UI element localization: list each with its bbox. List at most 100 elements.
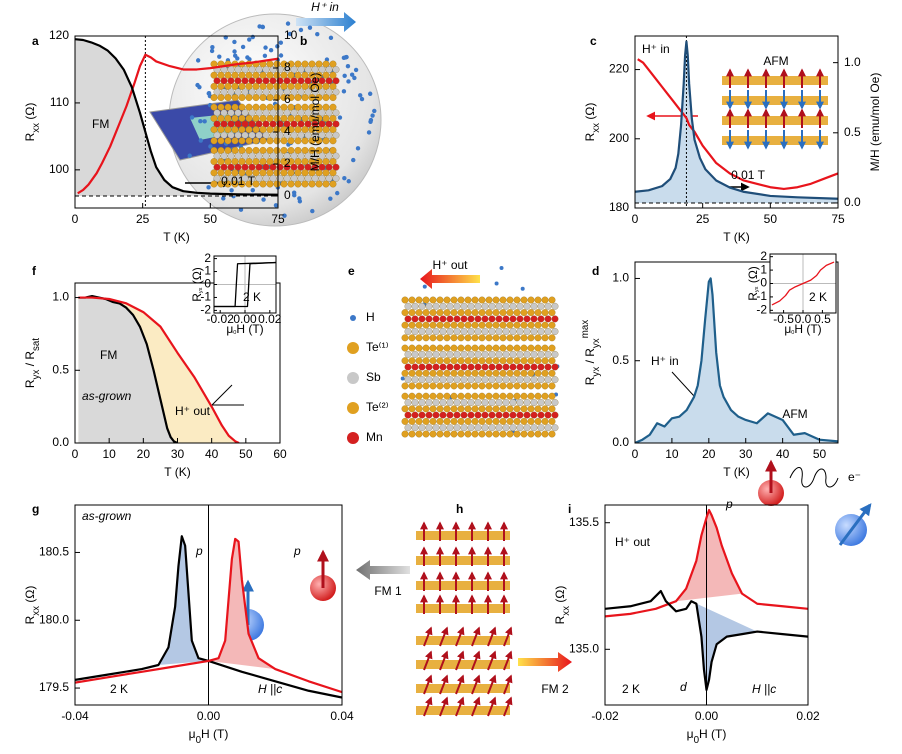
atom [432, 411, 440, 419]
atom [464, 344, 472, 352]
atom [551, 350, 559, 358]
atom [513, 430, 521, 438]
atom [408, 344, 416, 352]
atom [329, 169, 337, 177]
atom [290, 77, 298, 85]
atom [457, 344, 465, 352]
hydrogen [400, 376, 405, 381]
atom [478, 334, 486, 342]
atom [485, 357, 493, 365]
hydrogen [247, 37, 252, 42]
x-tick-label: -0.5 [773, 312, 794, 326]
atom [548, 309, 556, 317]
atom [259, 126, 267, 134]
atom [506, 405, 514, 413]
atom [322, 169, 330, 177]
atom [453, 411, 461, 419]
atom [224, 71, 232, 79]
annotation: p [293, 544, 301, 558]
atom [443, 430, 451, 438]
atom [436, 405, 444, 413]
plot-area [214, 256, 276, 313]
atom [301, 82, 309, 90]
legend-swatch [347, 372, 359, 384]
atom [478, 296, 486, 304]
atom [418, 411, 426, 419]
y2-tick-label: 10 [284, 28, 298, 42]
atom [432, 302, 440, 310]
panel-letter: h [456, 502, 463, 516]
atom [210, 126, 218, 134]
legend-label: Mn [366, 430, 383, 444]
annotation: AFM [763, 54, 788, 68]
hydrogen [210, 45, 215, 50]
atom [259, 71, 267, 79]
atom [544, 302, 552, 310]
hydrogen [278, 53, 284, 58]
annotation: 0.01 T [221, 174, 255, 188]
atom [439, 315, 447, 323]
atom [551, 376, 559, 384]
y-tick-label: 1 [760, 262, 767, 276]
atom [499, 430, 507, 438]
atom [523, 424, 531, 432]
plot-area [75, 36, 278, 208]
atom [418, 399, 426, 406]
atom [429, 334, 437, 342]
annotation: H⁺ out [615, 535, 651, 549]
atom [481, 376, 489, 384]
atom [481, 424, 489, 432]
atom [325, 109, 333, 117]
atom [551, 315, 559, 323]
atom [224, 114, 232, 122]
atom [315, 146, 323, 154]
schematic-e: e H⁺ out H Te⁽¹⁾ Sb Te⁽²⁾ Mn [347, 258, 480, 444]
y-tick-label: 135.5 [569, 515, 599, 529]
atom [499, 382, 507, 390]
atom [429, 344, 437, 352]
atom [439, 411, 447, 419]
atom [513, 309, 521, 317]
atom [509, 399, 517, 406]
atom [259, 82, 267, 90]
atom [541, 334, 549, 342]
atom [530, 411, 538, 419]
atom [422, 357, 430, 365]
atom [537, 399, 545, 406]
x-tick-label: 10 [102, 447, 116, 461]
area-fill [208, 538, 276, 670]
atom [502, 302, 510, 310]
atom [488, 363, 496, 371]
atom [502, 315, 510, 323]
atom [432, 363, 440, 371]
atom [541, 369, 549, 377]
atom [238, 103, 246, 111]
label-part: 0 [694, 735, 700, 746]
atom [311, 152, 319, 160]
atom [523, 350, 531, 358]
atom [478, 369, 486, 377]
hydrogen [342, 73, 347, 78]
panel-letter: i [568, 502, 571, 516]
atom [280, 180, 288, 188]
atom [450, 357, 458, 365]
label-part: μ [189, 727, 196, 741]
atom [492, 357, 500, 365]
atom [297, 66, 305, 74]
atom [474, 363, 482, 371]
x-tick-label: 75 [831, 212, 845, 226]
atom [332, 120, 340, 128]
atom [401, 296, 409, 304]
atom [224, 82, 232, 90]
atom [415, 357, 423, 365]
x-tick-label: 30 [739, 447, 753, 461]
atom [502, 411, 510, 419]
atom [551, 399, 559, 406]
axes-frame [634, 261, 839, 444]
atom [231, 82, 239, 90]
atom [464, 405, 472, 413]
atom [429, 321, 437, 329]
atom [259, 158, 267, 166]
atom [527, 309, 535, 317]
atom [446, 376, 454, 384]
